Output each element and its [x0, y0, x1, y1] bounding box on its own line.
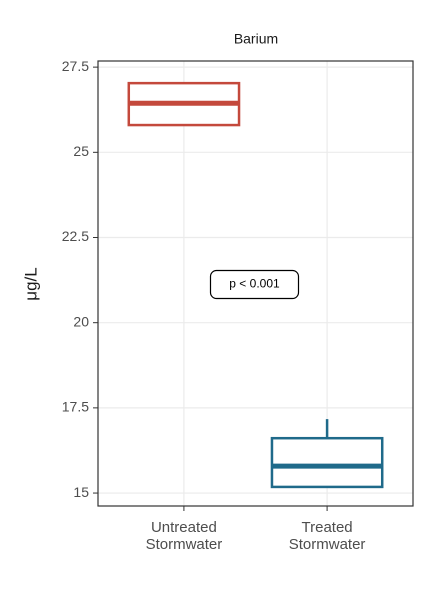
y-tick-label: 17.5 — [62, 399, 89, 415]
x-tick-label: Treated Stormwater — [288, 519, 366, 553]
y-tick-label: 22.5 — [62, 228, 89, 244]
chart-title: Barium — [234, 31, 278, 47]
y-tick-label: 27.5 — [62, 58, 89, 74]
y-axis-label: μg/L — [21, 267, 40, 300]
x-tick-label: Untreated Stormwater — [145, 519, 223, 553]
box — [270, 436, 384, 489]
y-tick-label: 25 — [73, 143, 89, 159]
annotation-box — [209, 269, 300, 300]
y-tick-label: 15 — [73, 484, 89, 500]
annotation: p < 0.001 — [229, 277, 280, 291]
y-tick-label: 20 — [73, 313, 89, 329]
plot-border — [97, 60, 414, 507]
